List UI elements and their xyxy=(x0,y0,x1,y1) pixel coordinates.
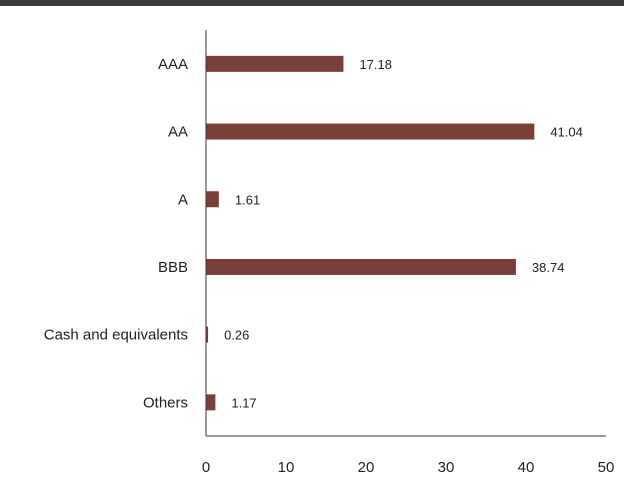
labels-group: AAA 17.18 AA 41.04 A 1.61 BBB 38.74 Cash and equ… xyxy=(44,56,583,412)
bar-cash-and-equivalents xyxy=(206,326,209,343)
value-label-cash-and-equivalents: 0.26 xyxy=(224,328,249,343)
category-label-cash-and-equivalents: Cash and equivalents xyxy=(44,327,188,344)
x-tick-label-30: 30 xyxy=(438,459,455,476)
value-label-aaa: 17.18 xyxy=(359,57,392,72)
value-label-bbb: 38.74 xyxy=(532,260,565,275)
bar-aa xyxy=(206,123,535,140)
value-label-a: 1.61 xyxy=(235,192,260,207)
x-tick-label-40: 40 xyxy=(518,459,535,476)
value-label-aa: 41.04 xyxy=(550,125,583,140)
bar-aaa xyxy=(206,55,344,72)
category-label-aa: AA xyxy=(168,124,188,141)
category-label-aaa: AAA xyxy=(158,56,188,73)
top-rule xyxy=(0,0,624,6)
bar-a xyxy=(206,191,219,208)
bar-bbb xyxy=(206,258,516,275)
x-tick-label-0: 0 xyxy=(202,459,210,476)
x-tick-label-50: 50 xyxy=(598,459,615,476)
category-label-a: A xyxy=(178,191,188,208)
category-label-bbb: BBB xyxy=(158,259,188,276)
value-label-others: 1.17 xyxy=(231,395,256,410)
x-ticks-group: 0 10 20 30 40 50 xyxy=(202,459,615,476)
bar-others xyxy=(206,394,216,411)
bars-group xyxy=(206,55,535,411)
x-tick-label-10: 10 xyxy=(278,459,295,476)
category-label-others: Others xyxy=(143,394,188,411)
x-tick-label-20: 20 xyxy=(358,459,375,476)
